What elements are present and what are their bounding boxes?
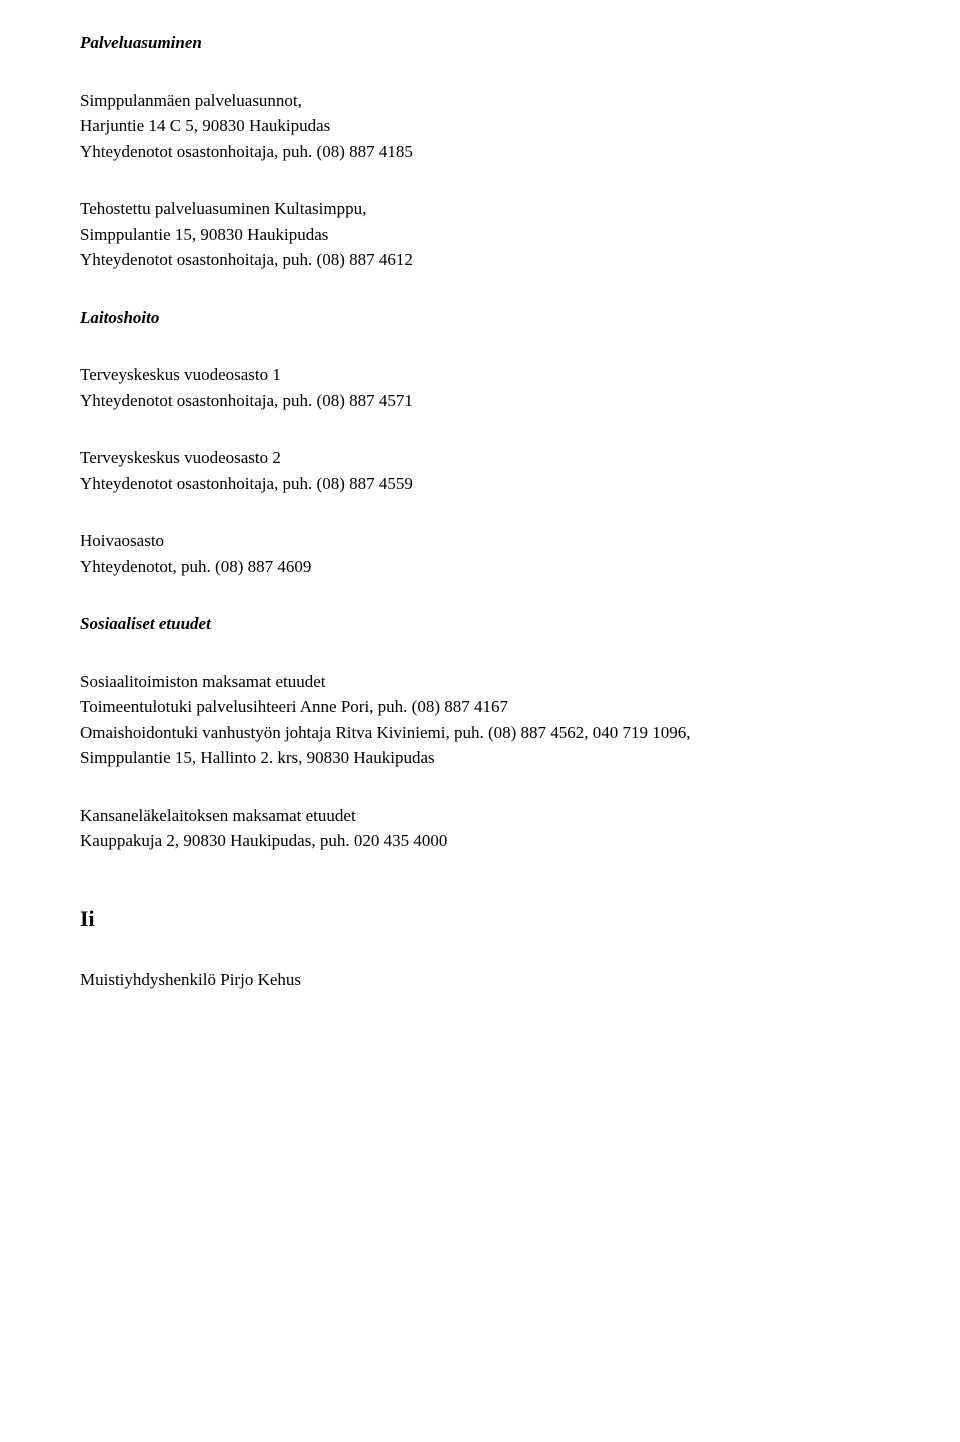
text-line: Yhteydenotot osastonhoitaja, puh. (08) 8… [80, 388, 880, 414]
text-line: Terveyskeskus vuodeosasto 2 [80, 445, 880, 471]
content-block: Tehostettu palveluasuminen Kultasimppu, … [80, 196, 880, 273]
text-line: Toimeentulotuki palvelusihteeri Anne Por… [80, 694, 880, 720]
text-line: Yhteydenotot osastonhoitaja, puh. (08) 8… [80, 139, 880, 165]
content-block: Muistiyhdyshenkilö Pirjo Kehus [80, 967, 880, 993]
text-line: Simppulantie 15, Hallinto 2. krs, 90830 … [80, 745, 880, 771]
content-block: Hoivaosasto Yhteydenotot, puh. (08) 887 … [80, 528, 880, 579]
text-line: Sosiaalitoimiston maksamat etuudet [80, 669, 880, 695]
text-line: Hoivaosasto [80, 528, 880, 554]
text-line: Omaishoidontuki vanhustyön johtaja Ritva… [80, 720, 880, 746]
content-block: Terveyskeskus vuodeosasto 2 Yhteydenotot… [80, 445, 880, 496]
section-heading-sosiaaliset-etuudet: Sosiaaliset etuudet [80, 611, 880, 637]
region-heading-ii: Ii [80, 902, 880, 935]
content-block: Kansaneläkelaitoksen maksamat etuudet Ka… [80, 803, 880, 854]
text-line: Tehostettu palveluasuminen Kultasimppu, [80, 196, 880, 222]
text-line: Kauppakuja 2, 90830 Haukipudas, puh. 020… [80, 828, 880, 854]
text-line: Yhteydenotot osastonhoitaja, puh. (08) 8… [80, 471, 880, 497]
text-line: Harjuntie 14 C 5, 90830 Haukipudas [80, 113, 880, 139]
text-line: Muistiyhdyshenkilö Pirjo Kehus [80, 967, 880, 993]
text-line: Simppulantie 15, 90830 Haukipudas [80, 222, 880, 248]
text-line: Yhteydenotot, puh. (08) 887 4609 [80, 554, 880, 580]
text-line: Kansaneläkelaitoksen maksamat etuudet [80, 803, 880, 829]
content-block: Terveyskeskus vuodeosasto 1 Yhteydenotot… [80, 362, 880, 413]
section-heading-laitoshoito: Laitoshoito [80, 305, 880, 331]
content-block: Simppulanmäen palveluasunnot, Harjuntie … [80, 88, 880, 165]
content-block: Sosiaalitoimiston maksamat etuudet Toime… [80, 669, 880, 771]
section-heading-palveluasuminen: Palveluasuminen [80, 30, 880, 56]
text-line: Yhteydenotot osastonhoitaja, puh. (08) 8… [80, 247, 880, 273]
text-line: Simppulanmäen palveluasunnot, [80, 88, 880, 114]
text-line: Terveyskeskus vuodeosasto 1 [80, 362, 880, 388]
